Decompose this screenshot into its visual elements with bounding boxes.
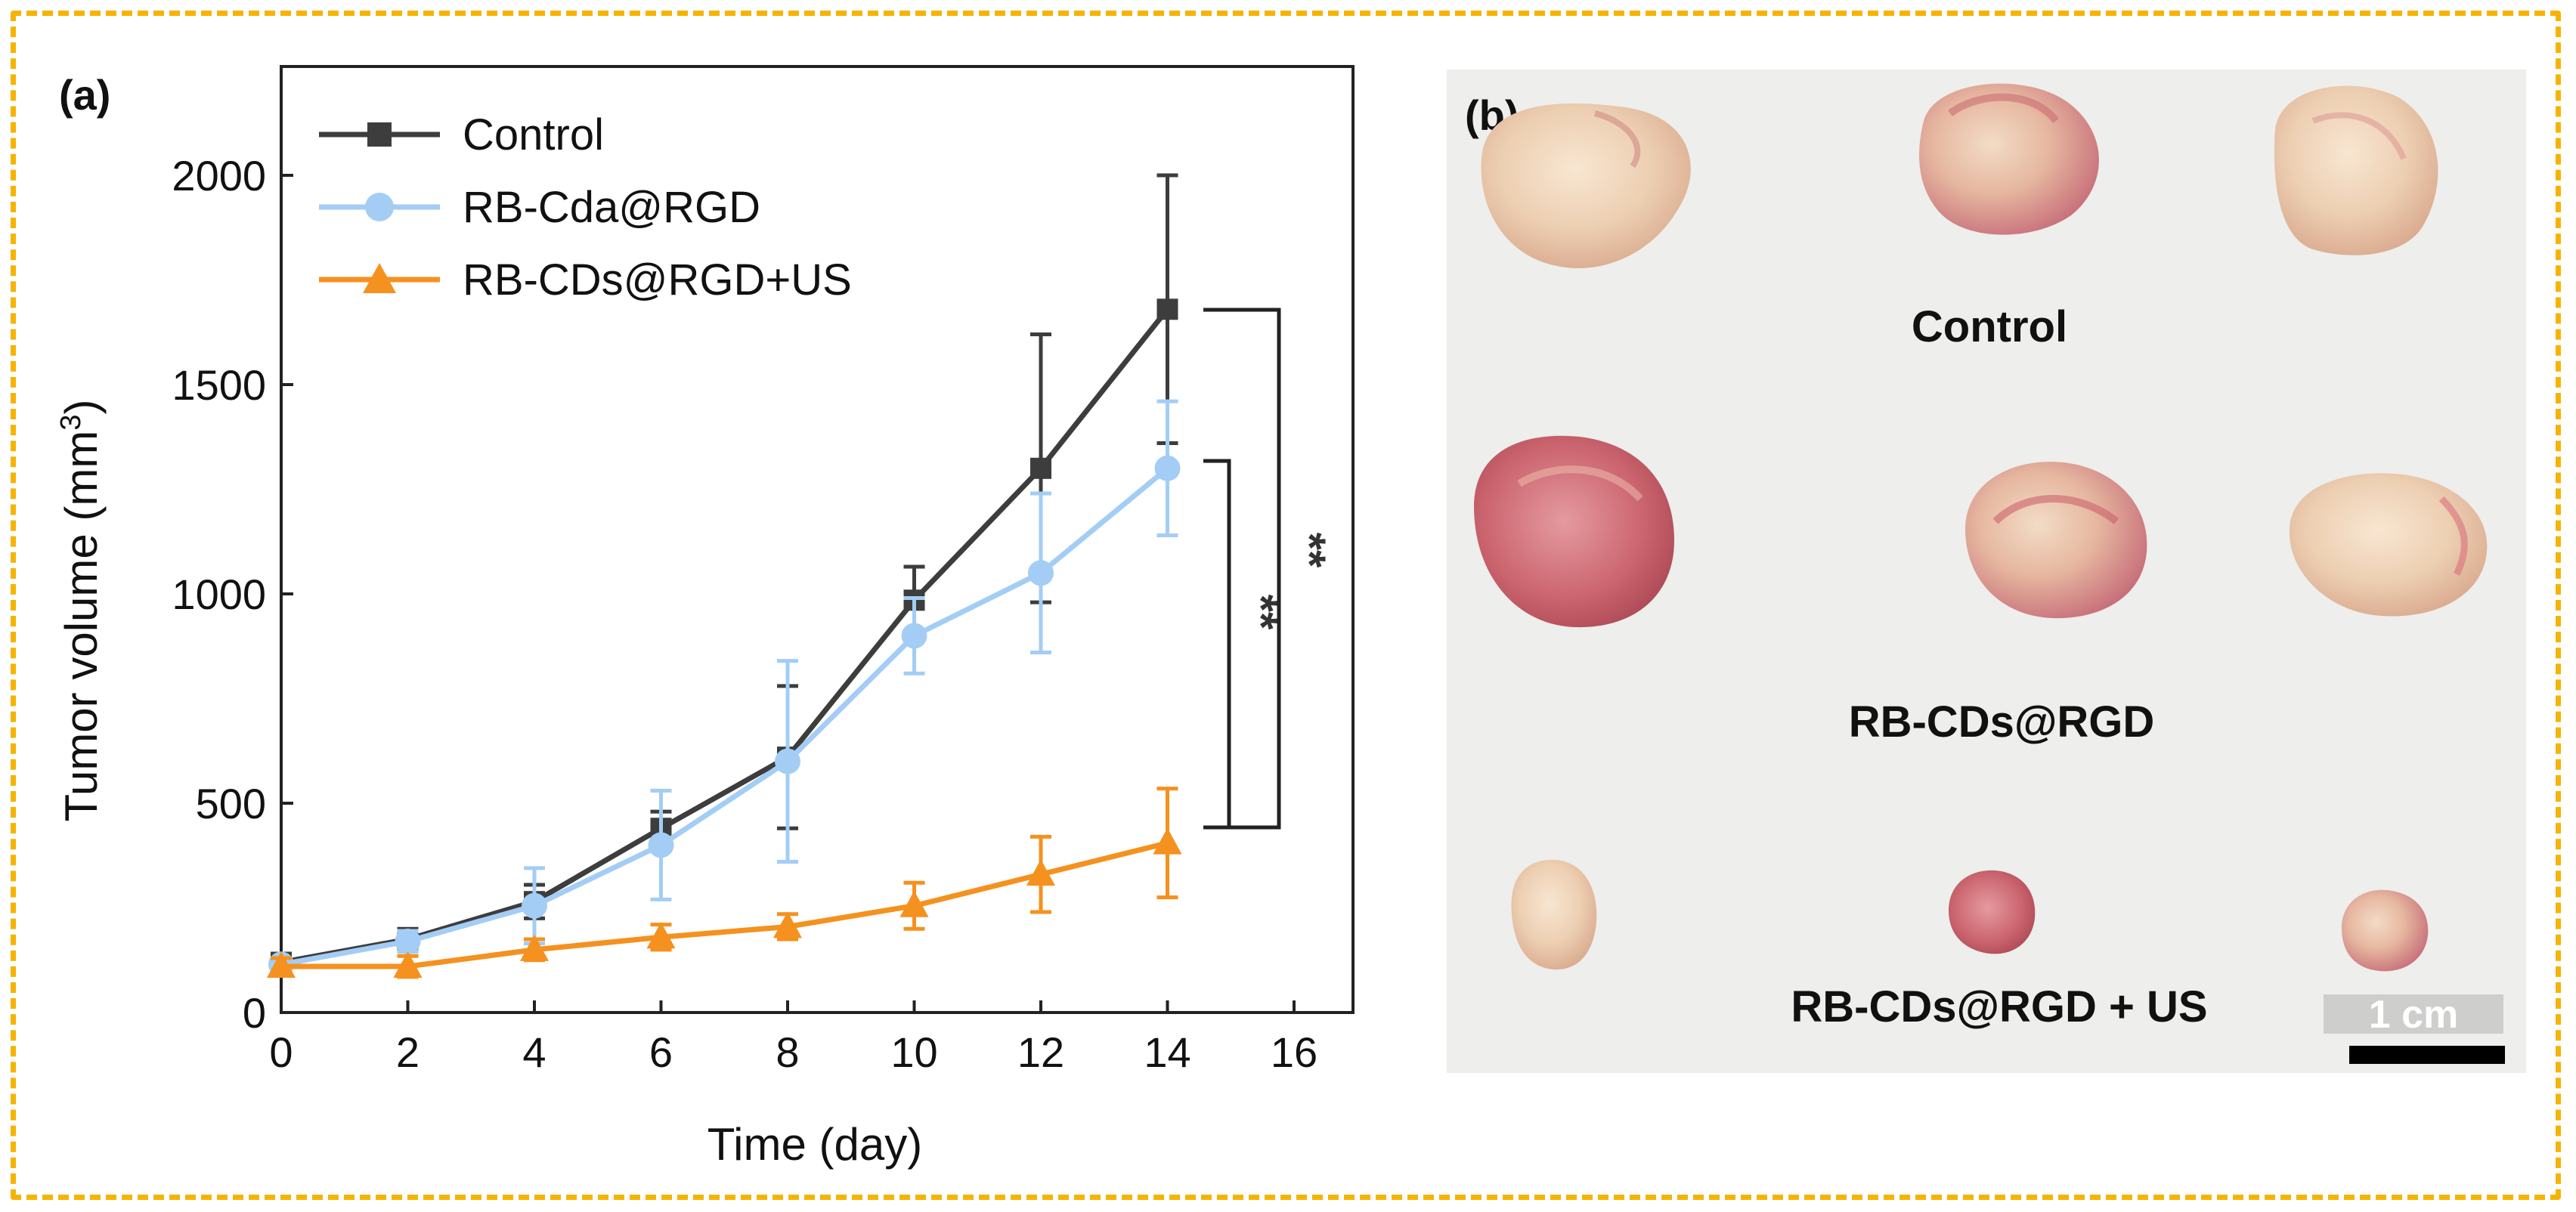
scale-bar-label-background bbox=[2324, 994, 2503, 1034]
data-point bbox=[1154, 455, 1181, 481]
data-point bbox=[520, 934, 549, 961]
data-point bbox=[1028, 560, 1054, 586]
series-line bbox=[280, 308, 1170, 965]
tumor-rgd-2 bbox=[1965, 462, 2147, 619]
legend-entry-rb-cda-rgd: RB-Cda@RGD bbox=[319, 183, 760, 232]
legend-entry-rb-cds-rgd-us: RB-CDs@RGD+US bbox=[319, 255, 852, 305]
x-tick-labels: 0 2 4 6 8 10 12 14 16 bbox=[269, 1028, 1317, 1076]
legend-label-rb-cds-rgd-us: RB-CDs@RGD+US bbox=[463, 255, 852, 305]
y-axis-title-close: ) bbox=[56, 400, 107, 415]
series-layer bbox=[267, 173, 1182, 979]
legend-label-control: Control bbox=[463, 110, 604, 159]
data-point bbox=[1030, 457, 1051, 479]
x-tick-label: 14 bbox=[1144, 1028, 1190, 1076]
y-tick-label: 0 bbox=[243, 989, 266, 1037]
data-point bbox=[899, 890, 929, 917]
photo-caption-rb-cds-rgd-us: RB-CDs@RGD + US bbox=[1791, 982, 2207, 1031]
data-point bbox=[522, 892, 547, 919]
y-tick-label: 2000 bbox=[172, 152, 266, 199]
data-point bbox=[267, 951, 296, 979]
tumor-us-3 bbox=[2342, 889, 2429, 972]
y-tick-label: 1000 bbox=[172, 570, 266, 618]
data-point bbox=[393, 951, 423, 979]
legend-marker-circle bbox=[365, 193, 394, 221]
y-tick-label: 500 bbox=[196, 780, 266, 827]
significance-brackets bbox=[1203, 308, 1281, 830]
data-point bbox=[1153, 827, 1182, 855]
data-point bbox=[646, 922, 676, 949]
tumor-rgd-1 bbox=[1474, 435, 1674, 628]
data-point bbox=[1156, 298, 1178, 320]
axis-ticks bbox=[280, 174, 1296, 1014]
legend-marker-square bbox=[367, 122, 392, 147]
x-tick-label: 16 bbox=[1271, 1028, 1317, 1076]
scale-bar-label: 1 cm bbox=[2369, 993, 2459, 1037]
data-point bbox=[1026, 859, 1055, 886]
tumor-photo-panel: (b) Control RB-CDs@RGD bbox=[1447, 70, 2526, 1073]
y-tick-labels: 0 500 1000 1500 2000 bbox=[172, 152, 266, 1037]
legend-label-rb-cda-rgd: RB-Cda@RGD bbox=[463, 183, 760, 232]
x-tick-label: 8 bbox=[776, 1028, 799, 1076]
x-tick-label: 10 bbox=[890, 1028, 937, 1076]
data-point bbox=[395, 928, 421, 954]
tumor-control-1 bbox=[1481, 103, 1691, 269]
data-point bbox=[773, 911, 802, 938]
x-axis-title: Time (day) bbox=[707, 1119, 922, 1170]
x-tick-label: 2 bbox=[396, 1028, 420, 1076]
y-tick-label: 1500 bbox=[172, 361, 266, 409]
x-tick-label: 0 bbox=[269, 1028, 293, 1076]
data-point bbox=[775, 748, 800, 775]
scale-bar bbox=[2349, 1046, 2505, 1064]
series-line bbox=[280, 466, 1169, 967]
tumor-us-1 bbox=[1511, 859, 1597, 970]
tumor-us-2 bbox=[1949, 870, 2036, 954]
x-tick-label: 6 bbox=[649, 1028, 673, 1076]
x-tick-label: 12 bbox=[1017, 1028, 1064, 1076]
data-point bbox=[901, 623, 927, 649]
legend-marker-triangle bbox=[363, 263, 396, 293]
legend-entry-control: Control bbox=[319, 110, 604, 159]
legend: Control RB-Cda@RGD RB-CDs@RGD+US bbox=[319, 110, 852, 305]
panel-a-label: (a) bbox=[59, 71, 110, 119]
data-point bbox=[648, 832, 674, 858]
series-rb-cds-rgd-us bbox=[267, 787, 1182, 979]
y-axis-title: Tumor volume (mm3) bbox=[55, 400, 107, 822]
tumor-control-2 bbox=[1919, 83, 2099, 235]
photo-caption-rb-cds-rgd: RB-CDs@RGD bbox=[1849, 697, 2155, 747]
series-rb-cda-rgd bbox=[268, 399, 1181, 978]
tumor-rgd-3 bbox=[2289, 473, 2488, 617]
tumor-control-3 bbox=[2274, 85, 2438, 255]
y-axis-title-main: Tumor volume (mm bbox=[56, 431, 107, 822]
significance-bracket-inner bbox=[1203, 459, 1231, 827]
line-chart-panel: (a) 0 500 1000 1500 2000 0 2 4 6 8 10 12 14 16 Time … bbox=[55, 65, 1355, 1170]
series-line bbox=[281, 840, 1169, 969]
y-axis-title-superscript: 3 bbox=[55, 415, 87, 431]
significance-label-inner: ** bbox=[1236, 595, 1286, 630]
significance-label-outer: ** bbox=[1284, 533, 1335, 568]
significance-bracket-outer bbox=[1203, 308, 1281, 830]
photo-caption-control: Control bbox=[1912, 302, 2067, 351]
x-tick-label: 4 bbox=[522, 1028, 546, 1076]
plot-area-border bbox=[280, 65, 1355, 1014]
figure-frame bbox=[11, 11, 2561, 1200]
